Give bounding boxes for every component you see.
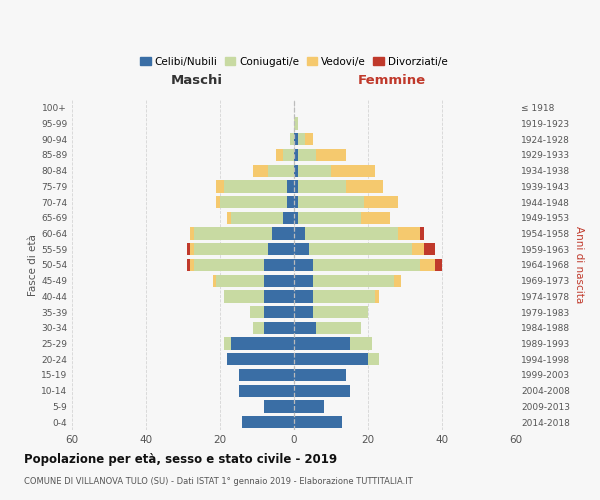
Bar: [294, 212, 298, 224]
Bar: [294, 196, 298, 208]
Bar: [224, 180, 287, 192]
Bar: [298, 196, 364, 208]
Bar: [294, 243, 309, 256]
Bar: [224, 290, 265, 302]
Bar: [231, 212, 283, 224]
Bar: [294, 118, 298, 130]
Bar: [294, 149, 298, 161]
Bar: [294, 259, 313, 271]
Bar: [313, 259, 420, 271]
Bar: [294, 290, 313, 302]
Bar: [283, 149, 294, 161]
Bar: [265, 259, 294, 271]
Bar: [364, 196, 398, 208]
Bar: [239, 384, 294, 397]
Bar: [194, 243, 268, 256]
Bar: [294, 164, 298, 177]
Bar: [313, 274, 394, 287]
Bar: [227, 212, 231, 224]
Bar: [250, 306, 265, 318]
Bar: [398, 228, 420, 239]
Bar: [272, 228, 294, 239]
Y-axis label: Anni di nascita: Anni di nascita: [574, 226, 584, 304]
Y-axis label: Fasce di età: Fasce di età: [28, 234, 38, 296]
Bar: [253, 322, 265, 334]
Bar: [294, 353, 368, 366]
Bar: [268, 164, 294, 177]
Bar: [242, 416, 294, 428]
Bar: [305, 133, 313, 145]
Bar: [420, 228, 424, 239]
Bar: [294, 384, 349, 397]
Bar: [298, 133, 305, 145]
Bar: [294, 133, 298, 145]
Bar: [346, 180, 383, 192]
Bar: [298, 149, 316, 161]
Bar: [298, 164, 331, 177]
Bar: [212, 274, 217, 287]
Bar: [294, 274, 313, 287]
Bar: [298, 212, 361, 224]
Bar: [217, 196, 220, 208]
Bar: [187, 243, 190, 256]
Bar: [265, 290, 294, 302]
Bar: [265, 400, 294, 412]
Bar: [268, 243, 294, 256]
Bar: [309, 243, 412, 256]
Bar: [216, 274, 265, 287]
Bar: [290, 133, 294, 145]
Bar: [287, 196, 294, 208]
Bar: [265, 274, 294, 287]
Bar: [420, 259, 434, 271]
Bar: [187, 259, 190, 271]
Bar: [294, 400, 323, 412]
Legend: Celibi/Nubili, Coniugati/e, Vedovi/e, Divorziati/e: Celibi/Nubili, Coniugati/e, Vedovi/e, Di…: [136, 52, 452, 70]
Bar: [224, 338, 231, 349]
Text: Maschi: Maschi: [170, 74, 223, 87]
Bar: [376, 290, 379, 302]
Bar: [190, 243, 194, 256]
Bar: [265, 306, 294, 318]
Bar: [368, 353, 379, 366]
Bar: [313, 306, 368, 318]
Bar: [294, 369, 346, 381]
Bar: [220, 196, 287, 208]
Bar: [194, 259, 265, 271]
Bar: [394, 274, 401, 287]
Bar: [253, 164, 268, 177]
Bar: [283, 212, 294, 224]
Text: Popolazione per età, sesso e stato civile - 2019: Popolazione per età, sesso e stato civil…: [24, 452, 337, 466]
Text: COMUNE DI VILLANOVA TULO (SU) - Dati ISTAT 1° gennaio 2019 - Elaborazione TUTTIT: COMUNE DI VILLANOVA TULO (SU) - Dati IST…: [24, 478, 413, 486]
Bar: [294, 416, 342, 428]
Bar: [294, 322, 316, 334]
Bar: [331, 164, 376, 177]
Bar: [287, 180, 294, 192]
Bar: [412, 243, 424, 256]
Bar: [190, 228, 194, 239]
Bar: [239, 369, 294, 381]
Bar: [275, 149, 283, 161]
Bar: [227, 353, 294, 366]
Bar: [313, 290, 376, 302]
Bar: [194, 228, 272, 239]
Bar: [316, 322, 361, 334]
Bar: [294, 180, 298, 192]
Bar: [294, 228, 305, 239]
Bar: [361, 212, 390, 224]
Bar: [316, 149, 346, 161]
Bar: [231, 338, 294, 349]
Bar: [305, 228, 398, 239]
Bar: [216, 180, 224, 192]
Bar: [294, 306, 313, 318]
Bar: [298, 180, 346, 192]
Bar: [434, 259, 442, 271]
Bar: [294, 338, 349, 349]
Bar: [349, 338, 372, 349]
Text: Femmine: Femmine: [358, 74, 426, 87]
Bar: [265, 322, 294, 334]
Bar: [424, 243, 434, 256]
Bar: [190, 259, 194, 271]
